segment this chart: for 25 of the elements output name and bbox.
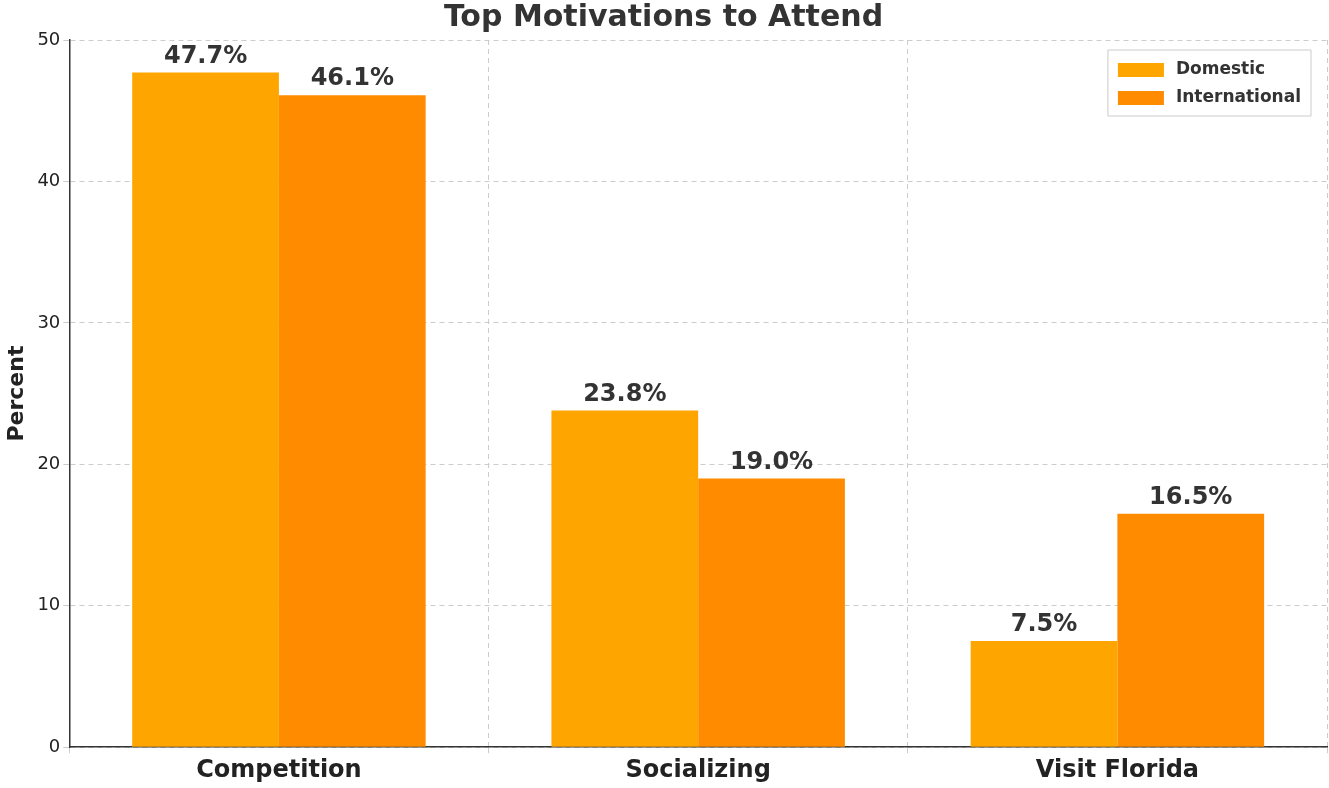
- y-axis-title: Percent: [2, 345, 28, 442]
- y-tick-label: 50: [37, 27, 61, 49]
- data-label: 23.8%: [583, 378, 667, 407]
- data-label: 7.5%: [1010, 609, 1078, 638]
- data-label: 19.0%: [729, 446, 814, 475]
- x-tick-label: Socializing: [625, 754, 771, 783]
- bar: [970, 641, 1118, 747]
- legend-label: International: [1175, 86, 1301, 107]
- y-tick-label: 40: [37, 169, 61, 191]
- bar: [698, 478, 845, 747]
- y-tick-label: 20: [37, 451, 61, 473]
- bar: [278, 95, 426, 747]
- y-tick-label: 10: [37, 593, 61, 615]
- data-label: 16.5%: [1149, 482, 1233, 511]
- x-tick-label: Competition: [196, 754, 362, 783]
- legend-label: Domestic: [1175, 58, 1266, 79]
- bar: [132, 72, 279, 747]
- data-label: 46.1%: [310, 63, 394, 92]
- bar: [551, 410, 699, 747]
- data-label: 47.7%: [163, 40, 248, 69]
- x-tick-label: Visit Florida: [1035, 754, 1200, 783]
- chart-title: Top Motivations to Attend: [443, 0, 884, 33]
- bar: [1117, 513, 1265, 747]
- y-tick-label: 0: [48, 734, 61, 756]
- y-tick-label: 30: [37, 310, 61, 332]
